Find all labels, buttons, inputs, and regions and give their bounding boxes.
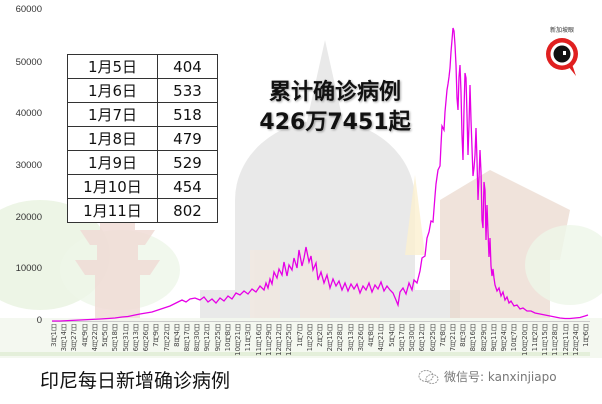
x-tick-label: 10月8日	[223, 324, 232, 352]
x-tick-label: 10月21日	[234, 324, 243, 356]
table-row: 1月7日 518	[67, 102, 218, 127]
date-cell: 1月7日	[67, 102, 158, 127]
x-tick-label: 5月17日	[397, 324, 406, 352]
x-tick-label: 2月15日	[326, 324, 335, 352]
x-tick-label: 5月4日	[387, 324, 396, 347]
cases-cell: 454	[157, 174, 218, 199]
x-tick-label: 7月22日	[162, 324, 171, 352]
date-cell: 1月8日	[67, 126, 158, 151]
x-tick-label: 8月17日	[183, 324, 191, 352]
wechat-icon	[418, 369, 439, 384]
cases-cell: 802	[157, 198, 218, 223]
y-tick-60000: 60000	[15, 4, 42, 15]
table-row: 1月9日 529	[67, 150, 218, 175]
logo-text: 新加坡眼	[550, 26, 574, 34]
x-tick-label: 3月13日	[346, 324, 355, 352]
x-tick-label: 6月25日	[428, 324, 437, 352]
x-tick-label: 11月29日	[264, 324, 273, 356]
x-tick-label: 9月11日	[489, 324, 498, 352]
x-tick-label: 5月30日	[408, 324, 417, 352]
x-tick-label: 11月3日	[244, 324, 253, 352]
x-tick-label: 4月8日	[367, 324, 376, 347]
date-cell: 1月11日	[67, 198, 158, 223]
y-tick-50000: 50000	[15, 57, 42, 68]
x-tick-label: 12月11日	[561, 324, 570, 356]
x-tick-label: 11月15日	[541, 324, 550, 356]
table-row: 1月11日 802	[67, 198, 218, 223]
x-tick-label: 7月8日	[438, 324, 447, 347]
x-tick-label: 12月24日	[571, 324, 580, 356]
x-tick-label: 8月16日	[469, 324, 478, 352]
chart-area: 60000 50000 40000 30000 20000 10000 0 3月…	[0, 4, 602, 358]
x-tick-label: 1月20日	[305, 324, 314, 352]
x-tick-label: 3月27日	[70, 324, 79, 352]
x-tick-label: 6月12日	[418, 324, 427, 352]
background-illustration	[0, 27, 602, 358]
x-tick-label: 9月12日	[203, 324, 212, 352]
table-row: 1月10日 454	[67, 174, 218, 199]
y-tick-20000: 20000	[15, 212, 42, 223]
x-tick-label: 8月30日	[193, 324, 202, 352]
cumulative-cases-headline: 累计确诊病例 426万7451起	[228, 78, 442, 138]
date-cell: 1月5日	[67, 54, 158, 79]
cases-cell: 518	[157, 102, 218, 127]
x-tick-label: 11月16日	[254, 324, 263, 356]
y-tick-10000: 10000	[15, 263, 42, 274]
cases-cell: 404	[157, 54, 218, 79]
table-row: 1月8日 479	[67, 126, 218, 151]
x-tick-label: 2月28日	[336, 324, 345, 352]
x-tick-label: 9月24日	[500, 324, 509, 352]
daily-cases-line	[52, 27, 589, 322]
x-tick-label: 12月12日	[275, 324, 284, 356]
x-tick-label: 11月2日	[530, 324, 539, 352]
date-cell: 1月9日	[67, 150, 158, 175]
date-cell: 1月10日	[67, 174, 158, 199]
x-tick-label: 11月28日	[551, 324, 560, 356]
recent-cases-table: 1月5日 404 1月6日 533 1月7日 518 1月8日 479 1月9日 529 1月10日…	[67, 54, 218, 223]
eye-speech-bubble-logo: 新加坡眼	[546, 26, 578, 76]
x-tick-label: 1月7日	[295, 324, 304, 347]
x-tick-label: 12月25日	[285, 324, 294, 356]
cases-cell: 529	[157, 150, 218, 175]
y-tick-40000: 40000	[15, 108, 42, 119]
chart-caption: 印尼每日新增确诊病例	[40, 370, 231, 392]
x-tick-label: 4月21日	[377, 324, 386, 352]
x-tick-label: 2月2日	[316, 324, 324, 347]
cases-cell: 533	[157, 78, 218, 103]
x-tick-label: 10月7日	[510, 324, 519, 352]
headline-line1: 累计确诊病例	[268, 80, 401, 105]
x-tick-label: 5月18日	[111, 324, 120, 352]
x-tick-label: 3月26日	[356, 324, 365, 352]
x-tick-label: 5月5日	[101, 324, 110, 347]
x-tick-label: 1月6日	[582, 324, 590, 347]
x-tick-label: 6月13日	[131, 324, 140, 352]
x-tick-label: 9月25日	[213, 324, 222, 352]
y-tick-30000: 30000	[15, 160, 42, 171]
table-row: 1月5日 404	[67, 54, 218, 79]
table-row: 1月6日 533	[67, 78, 218, 103]
x-tick-label: 10月20日	[520, 324, 529, 356]
x-tick-label: 8月29日	[479, 324, 488, 352]
x-tick-label: 4月22日	[90, 324, 99, 352]
x-tick-label: 8月4日	[172, 324, 181, 347]
x-axis-labels: 3月1日 3月14日 3月27日 4月9日 4月22日 5月5日 5月18日 5月31日 6月1…	[0, 322, 602, 358]
x-tick-label: 6月26日	[142, 324, 151, 352]
x-tick-label: 8月3日	[459, 324, 468, 347]
cases-cell: 479	[157, 126, 218, 151]
wechat-watermark: 微信号: kanxinjiapo	[418, 368, 557, 385]
date-cell: 1月6日	[67, 78, 158, 103]
x-tick-label: 5月31日	[121, 324, 130, 352]
x-tick-label: 3月14日	[60, 324, 69, 352]
x-tick-label: 7月9日	[152, 324, 161, 347]
x-tick-label: 3月1日	[50, 324, 58, 347]
x-tick-label: 7月21日	[449, 324, 457, 352]
watermark-text: 微信号: kanxinjiapo	[444, 370, 557, 384]
x-tick-label: 4月9日	[80, 324, 89, 347]
y-tick-0: 0	[36, 315, 42, 326]
headline-line2: 426万7451起	[259, 110, 411, 135]
